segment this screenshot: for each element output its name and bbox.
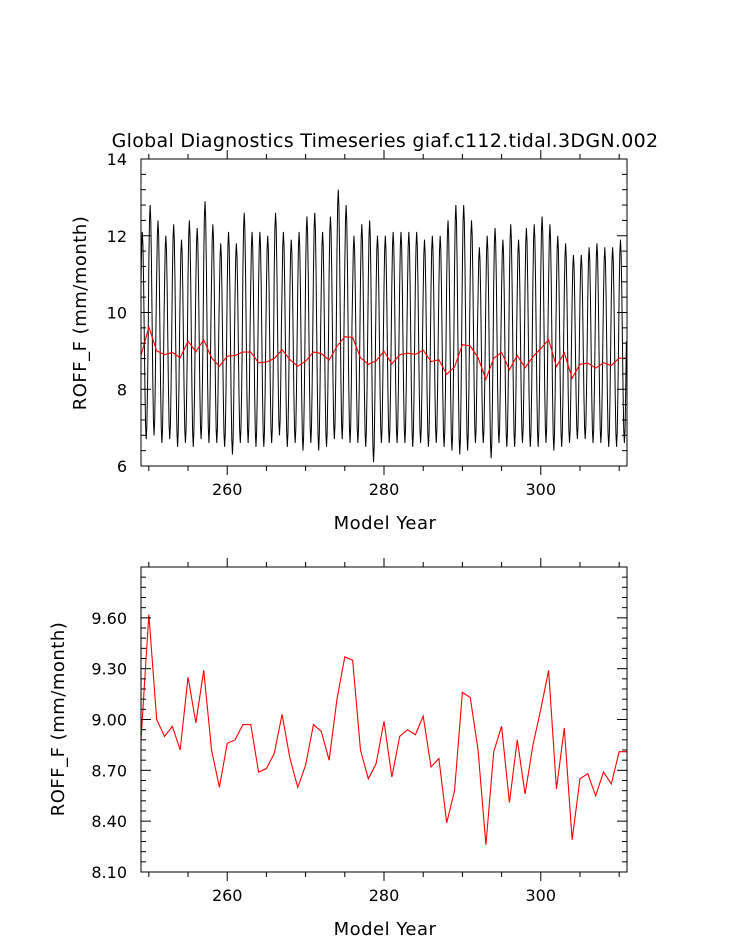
- top-data-group: [141, 189, 627, 463]
- bottom-y-tick-label: 9.30: [91, 660, 127, 679]
- bottom-y-tick-label: 9.00: [91, 711, 127, 730]
- bottom-x-axis-label: Model Year: [334, 919, 437, 940]
- bottom-plot-area: 260 280 300 8.10 8.40 8.70 9.00 9.30 9.60: [91, 558, 628, 905]
- bottom-panel: 260 280 300 8.10 8.40 8.70 9.00 9.30 9.60 Model …: [48, 558, 628, 940]
- top-y-tick-label: 6: [117, 457, 127, 476]
- bottom-x-tick-label: 280: [369, 886, 400, 905]
- top-annual-mean-line: [141, 325, 627, 381]
- bottom-y-axis-label: ROFF_F (mm/month): [48, 622, 69, 817]
- top-y-axis-label: ROFF_F (mm/month): [70, 216, 91, 411]
- bottom-x-tick-label: 300: [526, 886, 557, 905]
- top-plot-area: 260 280 300 6 8 10 12 14: [107, 150, 628, 499]
- top-monthly-series-line: [141, 189, 627, 463]
- top-y-tick-label: 14: [107, 150, 127, 169]
- bottom-data-group: [141, 614, 627, 845]
- top-x-tick-label: 260: [212, 480, 243, 499]
- top-panel: 260 280 300 6 8 10 12 14 Model Year ROFF_F (mm/…: [70, 150, 628, 534]
- bottom-y-tick-label: 9.60: [91, 609, 127, 628]
- bottom-y-tick-label: 8.40: [91, 812, 127, 831]
- top-y-tick-label: 12: [107, 227, 127, 246]
- chart-title: Global Diagnostics Timeseries giaf.c112.…: [112, 130, 659, 152]
- top-y-tick-label: 8: [117, 380, 127, 399]
- top-x-tick-label: 280: [369, 480, 400, 499]
- bottom-y-tick-label: 8.10: [91, 863, 127, 882]
- bottom-annual-mean-line: [141, 614, 627, 845]
- top-x-axis-label: Model Year: [334, 513, 437, 534]
- top-x-tick-label: 300: [526, 480, 557, 499]
- bottom-x-tick-label: 260: [212, 886, 243, 905]
- top-y-tick-label: 10: [107, 304, 127, 323]
- bottom-y-tick-label: 8.70: [91, 761, 127, 780]
